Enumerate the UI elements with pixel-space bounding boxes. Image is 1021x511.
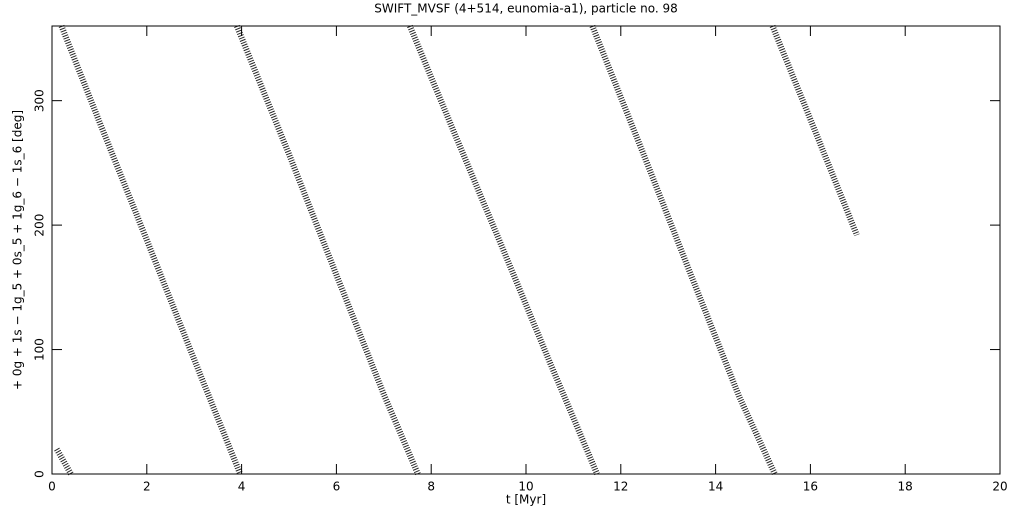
- x-tick-label: 18: [898, 480, 913, 494]
- data-band: [407, 24, 600, 476]
- y-tick-label: 0: [33, 470, 47, 478]
- y-axis-label: + 0g + 1s − 1g_5 + 0s_5 + 1g_6 − 1s_6 [d…: [11, 110, 25, 390]
- x-tick-label: 20: [992, 480, 1007, 494]
- data-band: [589, 24, 778, 476]
- y-tick-label: 300: [33, 89, 47, 112]
- x-tick-label: 2: [143, 480, 151, 494]
- data-band: [54, 447, 74, 476]
- y-tick-label: 200: [33, 214, 47, 237]
- chart-title: SWIFT_MVSF (4+514, eunomia-a1), particle…: [374, 2, 678, 16]
- data-band: [58, 24, 243, 476]
- data-band: [234, 24, 421, 476]
- x-tick-label: 10: [518, 480, 533, 494]
- x-tick-label: 14: [708, 480, 723, 494]
- x-tick-label: 8: [427, 480, 435, 494]
- plot-frame: [51, 25, 1001, 475]
- data-band: [769, 24, 860, 237]
- x-tick-label: 12: [613, 480, 628, 494]
- y-tick-label: 100: [33, 338, 47, 361]
- x-tick-label: 6: [333, 480, 341, 494]
- x-tick-label: 0: [48, 480, 56, 494]
- x-tick-label: 16: [803, 480, 818, 494]
- x-axis-label: t [Myr]: [506, 493, 546, 507]
- x-tick-label: 4: [238, 480, 246, 494]
